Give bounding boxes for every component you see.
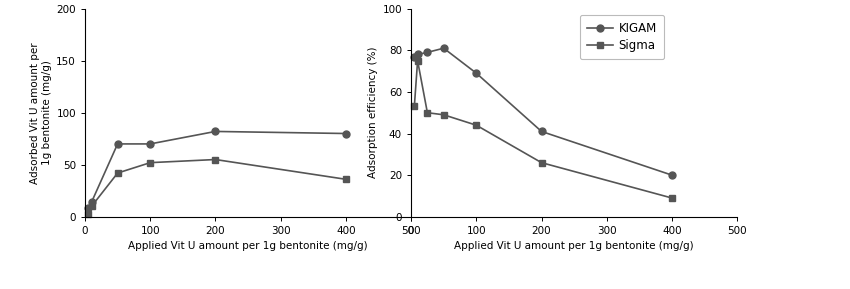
Line: KIGAM: KIGAM bbox=[411, 45, 676, 179]
Line: Sigma: Sigma bbox=[411, 57, 676, 201]
Legend: KIGAM, Sigma: KIGAM, Sigma bbox=[580, 14, 664, 60]
Y-axis label: Adsorption efficiency (%): Adsorption efficiency (%) bbox=[368, 47, 378, 179]
Sigma bbox=[471, 123, 481, 127]
Sigma bbox=[667, 196, 677, 200]
Sigma bbox=[536, 161, 547, 164]
KIGAM bbox=[667, 173, 677, 177]
X-axis label: Applied Vit U amount per 1g bentonite (mg/g): Applied Vit U amount per 1g bentonite (m… bbox=[454, 241, 694, 251]
KIGAM bbox=[536, 130, 547, 133]
KIGAM bbox=[471, 71, 481, 75]
Y-axis label: Adsorbed Vit U amount per
1g bentonite (mg/g): Adsorbed Vit U amount per 1g bentonite (… bbox=[31, 42, 52, 184]
Sigma bbox=[409, 105, 419, 108]
KIGAM bbox=[412, 53, 422, 56]
Sigma bbox=[422, 111, 433, 114]
X-axis label: Applied Vit U amount per 1g bentonite (mg/g): Applied Vit U amount per 1g bentonite (m… bbox=[128, 241, 368, 251]
Sigma bbox=[412, 59, 422, 62]
KIGAM bbox=[409, 55, 419, 58]
KIGAM bbox=[439, 47, 449, 50]
KIGAM bbox=[422, 51, 433, 54]
Sigma bbox=[439, 113, 449, 116]
